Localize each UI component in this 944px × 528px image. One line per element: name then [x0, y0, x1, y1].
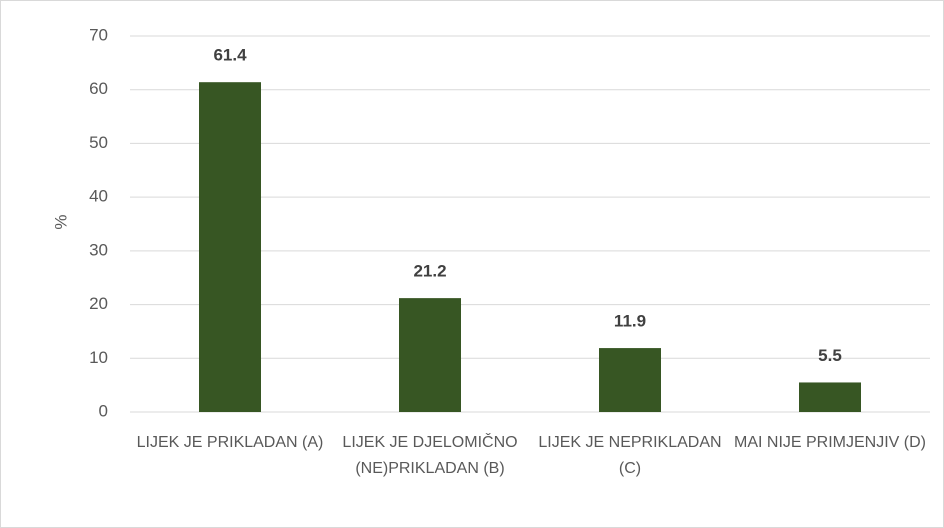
y-tick-label: 20	[89, 294, 108, 313]
data-label: 21.2	[413, 262, 446, 281]
y-tick-label: 30	[89, 240, 108, 259]
y-axis-label: %	[51, 214, 70, 229]
x-tick-label: LIJEK JE NEPRIKLADAN (C)	[538, 434, 722, 477]
data-label: 61.4	[213, 46, 247, 65]
bar	[399, 298, 461, 412]
y-tick-label: 50	[89, 133, 108, 152]
bar	[199, 82, 261, 413]
bar	[599, 348, 661, 412]
y-tick-label: 40	[89, 187, 108, 206]
bar	[799, 382, 861, 412]
y-tick-label: 70	[89, 25, 108, 44]
y-tick-label: 60	[89, 79, 108, 98]
y-tick-label: 0	[99, 401, 108, 420]
y-tick-label: 10	[89, 348, 108, 367]
x-tick-label: LIJEK JE DJELOMIČNO (NE)PRIKLADAN (B)	[342, 434, 518, 477]
x-tick-label: MAI NIJE PRIMJENJIV (D)	[734, 434, 927, 451]
x-tick-label: LIJEK JE PRIKLADAN (A)	[136, 434, 324, 451]
data-label: 11.9	[614, 312, 646, 331]
data-label: 5.5	[818, 346, 842, 365]
